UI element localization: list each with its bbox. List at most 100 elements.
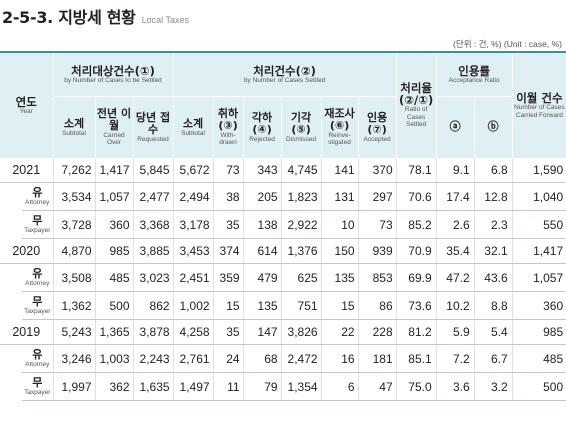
table-cell: 181 xyxy=(357,344,397,373)
row-indent xyxy=(0,345,22,373)
table-cell: 85.1 xyxy=(395,344,437,373)
table-cell: 35.4 xyxy=(435,238,475,264)
table-cell: 135 xyxy=(320,263,359,292)
table-cell: 500 xyxy=(511,372,566,401)
table-cell: 1,997 xyxy=(52,372,96,401)
subgroup-label-ko: 유 xyxy=(32,347,43,361)
subgroup-row: 무 Taxpayer 3,728 360 3,368 3,178 35 138 2,922 10 7… xyxy=(0,210,566,239)
table-cell: 5,845 xyxy=(132,158,174,183)
table-cell: 15 xyxy=(320,291,359,320)
row-subgroup-label: 무 Taxpayer xyxy=(22,210,54,239)
subgroup-label-en: Attorney xyxy=(25,279,50,287)
table-cell: 16 xyxy=(320,344,359,373)
row-year-label: 2020 xyxy=(0,238,54,264)
table-cell: 359 xyxy=(212,263,244,292)
subgroup-label-en: Attorney xyxy=(25,198,50,206)
table-cell: 625 xyxy=(280,263,322,292)
row-indent xyxy=(0,211,22,239)
table-cell: 2,494 xyxy=(172,182,214,211)
table-cell: 751 xyxy=(280,291,322,320)
table-cell: 614 xyxy=(242,238,282,264)
table-cell: 135 xyxy=(242,291,282,320)
header-year: 연도 Year xyxy=(0,51,54,158)
table-cell: 1,354 xyxy=(280,372,322,401)
table-cell: 147 xyxy=(242,319,282,345)
table-cell: 862 xyxy=(132,291,174,320)
table-cell: 2,472 xyxy=(280,344,322,373)
page-title: 2-5-3. 지방세 현황 Local Taxes xyxy=(2,4,189,30)
year-row: 2019 5,243 1,365 3,878 4,258 35 147 3,826 22 228 8… xyxy=(0,319,566,345)
table-cell: 1,635 xyxy=(132,372,174,401)
table-cell: 10 xyxy=(320,210,359,239)
table-cell: 479 xyxy=(242,263,282,292)
table-cell: 3,878 xyxy=(132,319,174,345)
subgroup-label-en: Taxpayer xyxy=(24,226,51,234)
table-cell: 11 xyxy=(212,372,244,401)
table-cell: 1,365 xyxy=(94,319,134,345)
table-cell: 853 xyxy=(357,263,397,292)
table-cell: 485 xyxy=(94,263,134,292)
table-cell: 3,453 xyxy=(172,238,214,264)
table-cell: 205 xyxy=(242,182,282,211)
table-cell: 2,451 xyxy=(172,263,214,292)
table-cell: 43.6 xyxy=(473,263,513,292)
row-indent xyxy=(0,183,22,211)
table-cell: 32.1 xyxy=(473,238,513,264)
table-cell: 35 xyxy=(212,319,244,345)
table-cell: 78.1 xyxy=(395,158,437,183)
table-cell: 1,002 xyxy=(172,291,214,320)
table-cell: 985 xyxy=(511,319,566,345)
table-cell: 3,534 xyxy=(52,182,96,211)
table-cell: 2,477 xyxy=(132,182,174,211)
table-cell: 4,258 xyxy=(172,319,214,345)
table-cell: 985 xyxy=(94,238,134,264)
year-row: 2020 4,870 985 3,885 3,453 374 614 1,376 150 939 7… xyxy=(0,238,566,264)
table-cell: 1,376 xyxy=(280,238,322,264)
table-cell: 3,368 xyxy=(132,210,174,239)
table-cell: 3,023 xyxy=(132,263,174,292)
table-body: 2021 7,262 1,417 5,845 5,672 73 343 4,745 141 370… xyxy=(0,158,566,401)
table-cell: 939 xyxy=(357,238,397,264)
table-cell: 24 xyxy=(212,344,244,373)
header-reinvestigated: 재조사 (⑥) Reinve-stigated xyxy=(320,95,359,158)
row-indent xyxy=(0,264,22,292)
table-cell: 1,417 xyxy=(511,238,566,264)
table-cell: 3,508 xyxy=(52,263,96,292)
table-cell: 22 xyxy=(320,319,359,345)
table-cell: 138 xyxy=(242,210,282,239)
table-cell: 47.2 xyxy=(435,263,475,292)
row-indent xyxy=(0,373,22,401)
title-main: 2-5-3. 지방세 현황 xyxy=(2,8,136,27)
subgroup-row: 유 Attorney 3,534 1,057 2,477 2,494 38 205 1,823 1… xyxy=(0,182,566,211)
table-cell: 73.6 xyxy=(395,291,437,320)
table-cell: 9.1 xyxy=(435,158,475,183)
table-cell: 4,870 xyxy=(52,238,96,264)
subgroup-label-en: Taxpayer xyxy=(24,307,51,315)
table-cell: 86 xyxy=(357,291,397,320)
header-processed-group: 처리건수(②) by Number of Cases Settled xyxy=(172,51,397,96)
table-cell: 47 xyxy=(357,372,397,401)
table-cell: 360 xyxy=(94,210,134,239)
table-cell: 2.6 xyxy=(435,210,475,239)
table-cell: 2,761 xyxy=(172,344,214,373)
table-cell: 5,672 xyxy=(172,158,214,183)
table-cell: 362 xyxy=(94,372,134,401)
table-cell: 370 xyxy=(357,158,397,183)
subgroup-row: 유 Attorney 3,246 1,003 2,243 2,761 24 68 2,472 16… xyxy=(0,344,566,373)
table-cell: 3,178 xyxy=(172,210,214,239)
table-cell: 6.7 xyxy=(473,344,513,373)
table-cell: 7,262 xyxy=(52,158,96,183)
table-cell: 141 xyxy=(320,158,359,183)
table-cell: 550 xyxy=(511,210,566,239)
row-subgroup-label: 유 Attorney xyxy=(22,344,54,373)
table-cell: 500 xyxy=(94,291,134,320)
table-cell: 2,243 xyxy=(132,344,174,373)
header-requested: 당년 접수 Requested xyxy=(132,95,174,158)
table-cell: 12.8 xyxy=(473,182,513,211)
table-cell: 485 xyxy=(511,344,566,373)
header-ratio-b: ⓑ xyxy=(473,95,513,158)
table-cell: 1,003 xyxy=(94,344,134,373)
table-cell: 2,922 xyxy=(280,210,322,239)
header-subtotal-settled: 소계 Subtotal xyxy=(172,95,214,158)
title-sub: Local Taxes xyxy=(141,15,189,25)
